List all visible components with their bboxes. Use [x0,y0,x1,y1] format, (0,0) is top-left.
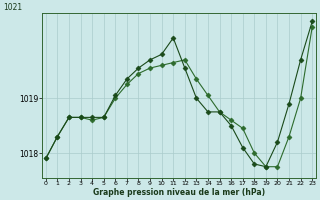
Text: 1021: 1021 [4,3,23,12]
X-axis label: Graphe pression niveau de la mer (hPa): Graphe pression niveau de la mer (hPa) [93,188,265,197]
